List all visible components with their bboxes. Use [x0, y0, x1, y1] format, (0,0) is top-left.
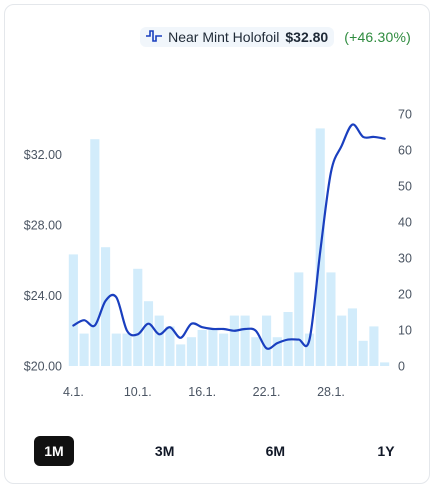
volume-bar	[79, 333, 89, 366]
volume-bar	[240, 315, 250, 366]
volume-bar	[219, 333, 229, 366]
right-axis-tick-label: 40	[398, 216, 412, 230]
volume-bar	[165, 326, 175, 366]
volume-bar	[90, 139, 100, 366]
x-axis-tick-label: 22.1.	[253, 385, 281, 399]
volume-bar	[337, 315, 347, 366]
volume-bar	[68, 254, 78, 366]
left-axis-tick-label: $24.00	[24, 289, 62, 303]
left-axis: $20.00 $24.00 $28.00 $32.00	[24, 148, 62, 373]
left-axis-tick-label: $28.00	[24, 219, 62, 233]
volume-bar	[229, 315, 239, 366]
right-axis-tick-label: 10	[398, 324, 412, 338]
range-button-6m[interactable]: 6M	[265, 443, 286, 459]
volume-bar	[326, 272, 336, 366]
x-axis: 4.1. 10.1. 16.1. 22.1. 28.1.	[63, 385, 345, 399]
legend: Near Mint Holofoil $32.80 (+46.30%)	[140, 27, 411, 47]
volume-bar	[101, 247, 111, 366]
right-axis-tick-label: 30	[398, 252, 412, 266]
left-axis-tick-label: $20.00	[24, 360, 62, 374]
price-chart-card: Near Mint Holofoil $32.80 (+46.30%)	[4, 4, 430, 484]
volume-bar	[358, 340, 368, 366]
volume-bar	[294, 272, 304, 366]
pulse-line-icon	[146, 29, 163, 45]
legend-series-name: Near Mint Holofoil	[168, 29, 280, 45]
volume-bar	[176, 344, 186, 366]
range-selector: 1M 3M 6M 1Y	[34, 434, 406, 468]
range-button-3m[interactable]: 3M	[154, 443, 175, 459]
volume-bars	[68, 128, 390, 366]
volume-bar	[197, 330, 207, 366]
right-axis-tick-label: 60	[398, 144, 412, 158]
right-axis-tick-label: 70	[398, 108, 412, 122]
right-axis-tick-label: 20	[398, 288, 412, 302]
legend-price: $32.80	[285, 29, 329, 45]
range-button-1m[interactable]: 1M	[34, 436, 74, 466]
volume-bar	[122, 333, 132, 366]
right-axis-tick-label: 0	[398, 360, 405, 374]
x-axis-tick-label: 4.1.	[63, 385, 84, 399]
volume-bar	[380, 362, 390, 366]
left-axis-tick-label: $32.00	[24, 148, 62, 162]
volume-bar	[143, 301, 154, 366]
legend-change: (+46.30%)	[344, 29, 411, 45]
right-axis-tick-label: 50	[398, 180, 412, 194]
volume-bar	[111, 333, 121, 366]
x-axis-tick-label: 28.1.	[317, 385, 345, 399]
volume-bar	[369, 326, 379, 366]
volume-bar	[133, 268, 143, 366]
price-line	[72, 123, 386, 350]
volume-bar	[262, 315, 272, 366]
price-chart: $20.00 $24.00 $28.00 $32.00 0 10 20 30 40 50 60 70…	[24, 108, 412, 400]
volume-bar	[208, 330, 218, 366]
right-axis: 0 10 20 30 40 50 60 70	[398, 108, 412, 374]
price-line-layer	[72, 123, 386, 350]
x-axis-tick-label: 16.1.	[188, 385, 216, 399]
volume-bar	[251, 337, 261, 366]
volume-bar	[272, 337, 282, 366]
x-axis-tick-label: 10.1.	[124, 385, 152, 399]
volume-bar	[186, 337, 196, 366]
volume-bar	[347, 308, 357, 366]
legend-chip[interactable]: Near Mint Holofoil $32.80	[140, 27, 335, 47]
volume-bar	[304, 333, 315, 366]
range-button-1y[interactable]: 1Y	[377, 443, 395, 459]
volume-bar	[154, 315, 164, 366]
